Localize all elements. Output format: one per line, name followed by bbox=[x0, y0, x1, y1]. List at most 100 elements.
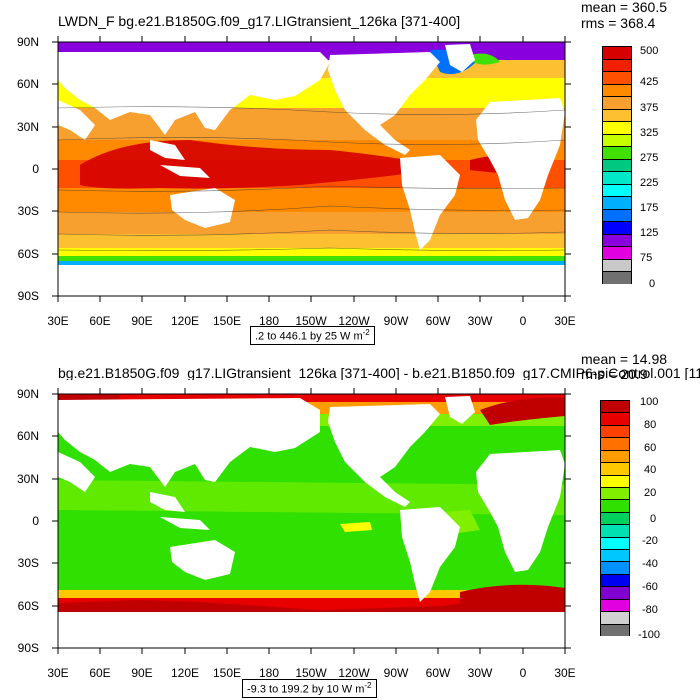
colorbar-swatch bbox=[601, 623, 629, 636]
colorbar-swatch bbox=[603, 233, 631, 247]
cb1-label: 75 bbox=[640, 252, 653, 264]
colorbar-swatch bbox=[603, 221, 631, 234]
colorbar-swatch bbox=[601, 536, 629, 550]
panel-1-mean: mean = 360.5 bbox=[581, 0, 668, 15]
lon-label: 150W bbox=[295, 666, 327, 680]
cb2-label: 80 bbox=[644, 419, 657, 431]
lon-label: 30W bbox=[467, 666, 493, 680]
lon-label: 90W bbox=[383, 314, 409, 328]
cb1-label: 325 bbox=[640, 127, 659, 139]
panel-1-title: LWDN_F bg.e21.B1850G.f09_g17.LIGtransien… bbox=[58, 13, 461, 29]
colorbar-swatch bbox=[601, 611, 629, 624]
lat-label-60n: 60N bbox=[16, 77, 39, 91]
colorbar-swatch bbox=[601, 598, 629, 612]
cb2-label: -60 bbox=[642, 581, 658, 593]
lat-label-90s: 90S bbox=[17, 289, 39, 303]
cb2-label: 100 bbox=[640, 396, 659, 408]
panel-2-colorbar-swatches bbox=[600, 400, 630, 636]
land-masses-2 bbox=[58, 396, 565, 648]
colorbar-swatch bbox=[603, 171, 631, 184]
cb2-label: 40 bbox=[644, 464, 657, 476]
colorbar-swatch bbox=[603, 158, 631, 172]
cb1-label: 225 bbox=[640, 177, 659, 189]
lon-label: 180 bbox=[258, 314, 280, 328]
lat-label-30n: 30N bbox=[16, 472, 39, 486]
cb1-label: 500 bbox=[640, 45, 659, 57]
lat-label-60n: 60N bbox=[16, 429, 39, 443]
lon-label: 150E bbox=[212, 314, 242, 328]
diff-arctic bbox=[58, 394, 565, 404]
ocean-band-southern-3 bbox=[58, 261, 565, 265]
lon-label: 180 bbox=[258, 666, 280, 680]
colorbar-swatch bbox=[601, 511, 629, 525]
panel-1-ticks bbox=[52, 36, 571, 302]
land-masses bbox=[58, 44, 565, 296]
cb1-label: 425 bbox=[640, 76, 659, 88]
panel-2-title: bg.e21.B1850G.f09_g17.LIGtransient_126ka… bbox=[58, 366, 700, 380]
panel-2-range-sup: -2 bbox=[364, 681, 372, 690]
panel-1-range-label: .2 to 446.1 by 25 W m-2 bbox=[250, 326, 375, 345]
lat-label-90s: 90S bbox=[17, 641, 39, 655]
ocean-band-tropics-s bbox=[58, 188, 565, 213]
panel-1-range-text: .2 to 446.1 by 25 W m bbox=[255, 330, 363, 343]
lon-label: 90E bbox=[131, 666, 153, 680]
lon-label: 120E bbox=[170, 666, 200, 680]
colorbar-swatch bbox=[601, 561, 629, 574]
colorbar-swatch bbox=[601, 524, 629, 537]
panel-2-range-text: -9.3 to 199.2 by 10 W m bbox=[247, 683, 365, 696]
lat-label-30s: 30S bbox=[17, 556, 39, 570]
colorbar-swatch bbox=[601, 486, 629, 500]
lon-label: 90E bbox=[131, 314, 153, 328]
cb2-label: 20 bbox=[644, 487, 657, 499]
lon-label: 150W bbox=[295, 314, 327, 328]
colorbar-swatch bbox=[603, 246, 631, 259]
colorbar-swatch bbox=[603, 196, 631, 209]
contour-lines bbox=[58, 106, 565, 251]
colorbar-swatch bbox=[603, 133, 631, 147]
ocean-band-southern-2 bbox=[58, 256, 565, 261]
cb2-label: 60 bbox=[644, 442, 657, 454]
colorbar-swatch bbox=[603, 146, 631, 159]
lon-label: 120W bbox=[338, 314, 370, 328]
lat-label-eq: 0 bbox=[32, 162, 39, 176]
panel-2-ticks bbox=[52, 388, 571, 654]
cb2-label: -40 bbox=[642, 558, 658, 570]
colorbar-swatch bbox=[603, 183, 631, 197]
ocean-band-southern bbox=[58, 248, 565, 258]
lat-label-30n: 30N bbox=[16, 120, 39, 134]
colorbar-swatch bbox=[601, 462, 629, 475]
lon-label: 30E bbox=[47, 314, 69, 328]
cb1-label: 175 bbox=[640, 202, 659, 214]
lon-label: 90W bbox=[383, 666, 409, 680]
lon-label: 120E bbox=[170, 314, 200, 328]
colorbar-swatch bbox=[603, 96, 631, 109]
colorbar-swatch bbox=[601, 573, 629, 587]
lon-label: 30E bbox=[554, 314, 576, 328]
panel-2-mean: mean = 14.98 bbox=[581, 351, 668, 367]
lon-label: 60W bbox=[425, 666, 451, 680]
panel-1-rms: rms = 368.4 bbox=[581, 15, 656, 31]
cb1-label: 125 bbox=[640, 227, 659, 239]
colorbar-swatch bbox=[603, 258, 631, 272]
ocean-band-s-sub bbox=[58, 212, 565, 234]
colorbar-swatch bbox=[601, 499, 629, 512]
cb1-label: 0 bbox=[649, 278, 656, 290]
colorbar-swatch bbox=[601, 586, 629, 599]
panel-1-range-sup: -2 bbox=[362, 328, 370, 337]
lat-label-90n: 90N bbox=[16, 387, 39, 401]
colorbar-swatch bbox=[601, 412, 629, 425]
panel-1-colorbar-swatches bbox=[602, 46, 632, 284]
panel-1-map bbox=[52, 36, 571, 302]
lat-label-eq: 0 bbox=[32, 514, 39, 528]
colorbar-swatch bbox=[603, 208, 631, 222]
colorbar-swatch bbox=[601, 549, 629, 562]
colorbar-swatch bbox=[601, 474, 629, 487]
colorbar-swatch bbox=[603, 46, 631, 59]
colorbar-swatch bbox=[603, 58, 631, 72]
lon-label: 60W bbox=[425, 314, 451, 328]
panel-2-range-label: -9.3 to 199.2 by 10 W m-2 bbox=[242, 679, 377, 698]
lon-label: 0 bbox=[519, 666, 527, 680]
lat-label-30s: 30S bbox=[17, 204, 39, 218]
colorbar-swatch bbox=[603, 108, 631, 122]
lon-label: 150E bbox=[212, 666, 242, 680]
